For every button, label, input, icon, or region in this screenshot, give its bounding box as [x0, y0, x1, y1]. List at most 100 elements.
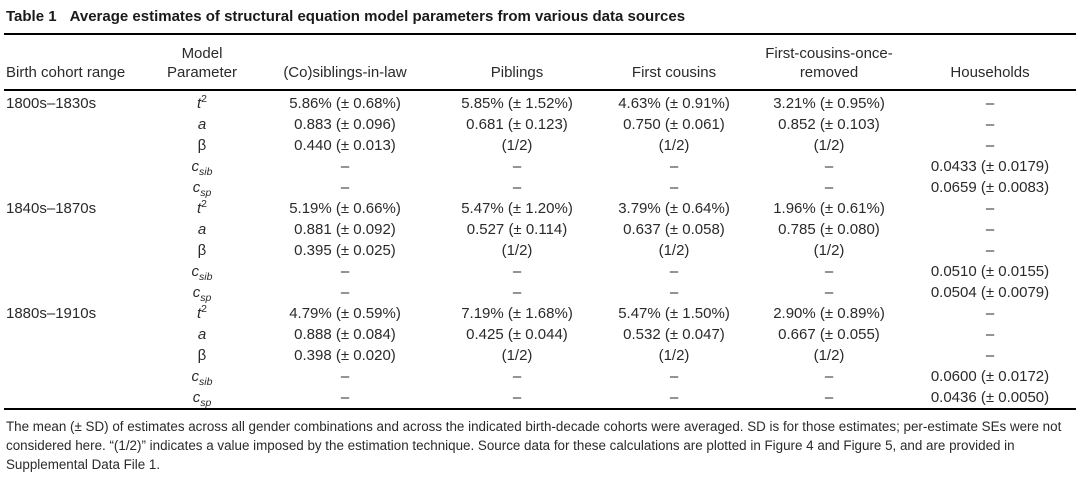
- table-row: csib – – – – 0.0600 (± 0.0172): [4, 366, 1076, 387]
- cell-value: 5.47% (± 1.20%): [461, 200, 573, 217]
- table-title: Table 1 Average estimates of structural e…: [4, 4, 1076, 33]
- cell-cohort: 1800s–1830s: [6, 95, 97, 112]
- cell-value: –: [985, 242, 995, 259]
- table-row: csp – – – – 0.0436 (± 0.0050): [4, 387, 1076, 409]
- table-row: csib – – – – 0.0433 (± 0.0179): [4, 156, 1076, 177]
- cell-value: (1/2): [658, 347, 690, 364]
- column-header-line: removed: [799, 64, 859, 81]
- table-row: a 0.883 (± 0.096) 0.681 (± 0.123) 0.750 …: [4, 114, 1076, 135]
- cell-cohort: 1880s–1910s: [6, 305, 97, 322]
- table-row: β 0.395 (± 0.025) (1/2) (1/2) (1/2) –: [4, 240, 1076, 261]
- cell-cohort-empty: [4, 135, 154, 156]
- table-row: 1800s–1830s t2 5.86% (± 0.68%) 5.85% (± …: [4, 90, 1076, 114]
- header-row: Birth cohort range Model Parameter (Co)s…: [4, 35, 1076, 91]
- cell-value: 0.0659 (± 0.0083): [930, 179, 1050, 196]
- cell-cohort-empty: [4, 261, 154, 282]
- cell-value: 5.47% (± 1.50%): [618, 305, 730, 322]
- table-row: 1840s–1870s t2 5.19% (± 0.66%) 5.47% (± …: [4, 198, 1076, 219]
- cell-value: 0.0436 (± 0.0050): [930, 389, 1050, 406]
- table-row: csp – – – – 0.0659 (± 0.0083): [4, 177, 1076, 198]
- column-header-model-parameter: Model Parameter: [154, 35, 250, 91]
- cell-parameter-csp: csp: [192, 284, 212, 304]
- column-header-line: First-cousins-once-: [765, 45, 893, 62]
- cell-value: –: [669, 389, 679, 406]
- cell-value: (1/2): [813, 242, 845, 259]
- column-header-line: Model: [181, 45, 223, 62]
- cell-cohort: 1840s–1870s: [6, 200, 97, 217]
- cell-value: 3.21% (± 0.95%): [773, 95, 885, 112]
- cell-cohort-empty: [4, 282, 154, 303]
- cell-value: 0.750 (± 0.061): [623, 116, 725, 133]
- cell-parameter-beta: β: [197, 242, 207, 259]
- column-header-birth-cohort-range: Birth cohort range: [4, 35, 154, 91]
- cell-cohort-empty: [4, 366, 154, 387]
- table-footnote: The mean (± SD) of estimates across all …: [6, 419, 1062, 472]
- cell-value: 3.79% (± 0.64%): [618, 200, 730, 217]
- cell-value: 0.440 (± 0.013): [294, 137, 396, 154]
- table-row: β 0.440 (± 0.013) (1/2) (1/2) (1/2) –: [4, 135, 1076, 156]
- cell-value: –: [985, 347, 995, 364]
- cell-value: –: [985, 305, 995, 322]
- cell-value: –: [340, 389, 350, 406]
- cell-value: 4.63% (± 0.91%): [618, 95, 730, 112]
- cell-value: (1/2): [658, 137, 690, 154]
- cell-value: –: [669, 263, 679, 280]
- cell-value: –: [340, 158, 350, 175]
- cell-cohort-empty: [4, 177, 154, 198]
- cell-value: –: [824, 284, 834, 301]
- cell-value: 0.888 (± 0.084): [294, 326, 396, 343]
- cell-value: (1/2): [501, 347, 533, 364]
- table-row: a 0.881 (± 0.092) 0.527 (± 0.114) 0.637 …: [4, 219, 1076, 240]
- cell-cohort-empty: [4, 156, 154, 177]
- cell-value: 0.785 (± 0.080): [778, 221, 880, 238]
- cell-value: –: [824, 389, 834, 406]
- column-header-line: Parameter: [166, 64, 238, 81]
- cell-value: 0.0600 (± 0.0172): [930, 368, 1050, 385]
- cell-value: 0.881 (± 0.092): [294, 221, 396, 238]
- cell-parameter-a: a: [197, 326, 207, 343]
- cell-value: –: [512, 179, 522, 196]
- cell-value: –: [669, 284, 679, 301]
- cell-value: (1/2): [813, 347, 845, 364]
- cell-value: –: [985, 326, 995, 343]
- cell-value: 0.425 (± 0.044): [466, 326, 568, 343]
- table-caption: Average estimates of structural equation…: [69, 8, 686, 25]
- cell-cohort-empty: [4, 219, 154, 240]
- cell-value: (1/2): [501, 137, 533, 154]
- cell-value: 0.852 (± 0.103): [778, 116, 880, 133]
- cell-value: –: [985, 116, 995, 133]
- cell-value: 0.0433 (± 0.0179): [930, 158, 1050, 175]
- cell-value: 0.527 (± 0.114): [466, 221, 568, 238]
- cell-parameter-csib: csib: [191, 368, 213, 388]
- cell-value: –: [985, 200, 995, 217]
- cell-value: 5.19% (± 0.66%): [289, 200, 401, 217]
- cell-parameter-t2: t2: [196, 93, 207, 112]
- cell-value: (1/2): [813, 137, 845, 154]
- cell-value: (1/2): [658, 242, 690, 259]
- table-row: 1880s–1910s t2 4.79% (± 0.59%) 7.19% (± …: [4, 303, 1076, 324]
- cell-value: –: [669, 368, 679, 385]
- cell-value: –: [669, 179, 679, 196]
- cell-value: 0.532 (± 0.047): [623, 326, 725, 343]
- cell-parameter-a: a: [197, 221, 207, 238]
- cell-cohort-empty: [4, 387, 154, 409]
- cell-value: 0.667 (± 0.055): [778, 326, 880, 343]
- cell-value: 0.681 (± 0.123): [466, 116, 568, 133]
- cell-value: 0.395 (± 0.025): [294, 242, 396, 259]
- table-number: Table 1: [6, 8, 57, 25]
- cell-value: 5.86% (± 0.68%): [289, 95, 401, 112]
- cell-value: 0.398 (± 0.020): [294, 347, 396, 364]
- cell-value: –: [824, 263, 834, 280]
- cell-value: 2.90% (± 0.89%): [773, 305, 885, 322]
- cell-value: –: [340, 284, 350, 301]
- cell-value: –: [340, 179, 350, 196]
- cell-parameter-csp: csp: [192, 179, 212, 199]
- cell-value: –: [512, 263, 522, 280]
- cell-value: –: [512, 284, 522, 301]
- cell-value: 0.0504 (± 0.0079): [930, 284, 1050, 301]
- cell-value: –: [985, 221, 995, 238]
- cell-parameter-beta: β: [197, 347, 207, 364]
- table-row: csp – – – – 0.0504 (± 0.0079): [4, 282, 1076, 303]
- cell-cohort-empty: [4, 240, 154, 261]
